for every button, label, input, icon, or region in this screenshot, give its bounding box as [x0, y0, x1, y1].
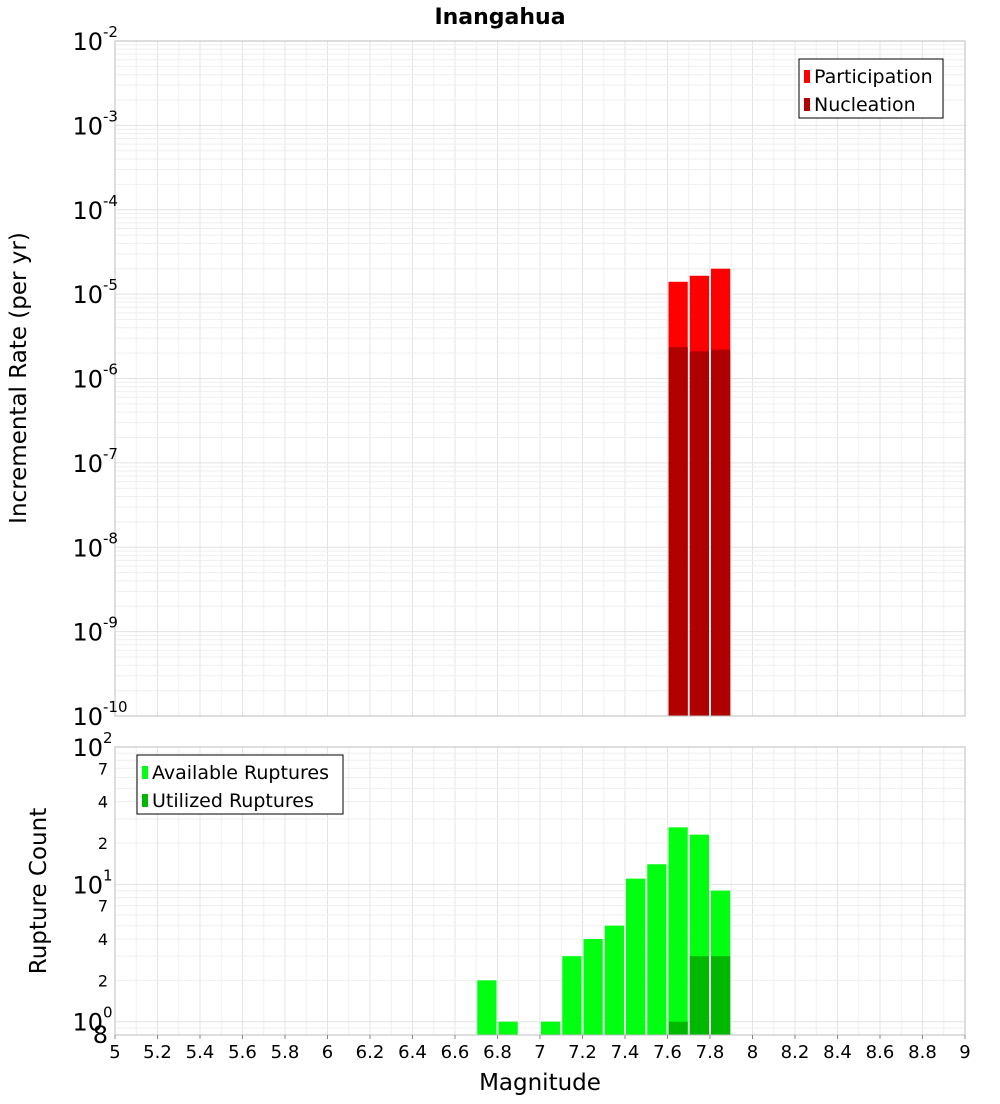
bottom-bar-available-ruptures	[477, 980, 497, 1035]
top-y-tick-label: 10	[72, 450, 103, 478]
bottom-y-tick-label: 4	[98, 930, 108, 949]
x-tick-label: 5.6	[228, 1042, 257, 1063]
x-tick-label: 6	[322, 1042, 333, 1063]
top-y-tick-label: 10	[72, 619, 103, 647]
bottom-y-tick-label: 2	[98, 971, 108, 990]
bottom-y-tick-label: 10	[72, 871, 103, 899]
bottom-bar-utilized-ruptures	[711, 956, 731, 1035]
top-legend-label: Participation	[814, 66, 933, 88]
x-tick-label: 7.6	[653, 1042, 682, 1063]
bottom-legend-swatch	[142, 766, 148, 779]
x-tick-label: 6.2	[356, 1042, 385, 1063]
chart-title: Inangahua	[434, 5, 565, 30]
bottom-y-tick-exponent: 1	[103, 866, 113, 884]
bottom-y-tick-label: 10	[72, 734, 103, 762]
x-tick-label: 8	[747, 1042, 758, 1063]
top-y-tick-label: 10	[72, 28, 103, 56]
bottom-bar-available-ruptures	[562, 956, 582, 1035]
bottom-bar-utilized-ruptures	[689, 956, 709, 1035]
top-y-tick-exponent: -6	[103, 361, 118, 379]
bottom-y-tick-label: 4	[98, 793, 108, 812]
x-tick-label: 8.6	[866, 1042, 895, 1063]
bottom-bar-available-ruptures	[604, 925, 624, 1035]
bottom-y-tick-exponent: 0	[103, 1004, 113, 1022]
bottom-y-axis-label: Rupture Count	[26, 808, 52, 974]
top-y-tick-exponent: -7	[103, 445, 118, 463]
bottom-bar-available-ruptures	[541, 1021, 561, 1035]
x-tick-label: 9	[959, 1042, 970, 1063]
top-y-tick-label: 10	[72, 703, 103, 731]
bottom-y-tick-label: 2	[98, 834, 108, 853]
top-y-tick-label: 10	[72, 112, 103, 140]
bottom-bar-available-ruptures	[647, 864, 667, 1035]
bottom-bar-utilized-ruptures	[668, 1021, 688, 1035]
x-tick-label: 5	[109, 1042, 120, 1063]
top-y-tick-exponent: -8	[103, 529, 118, 547]
x-tick-label: 7.8	[696, 1042, 725, 1063]
bottom-legend-box	[136, 754, 344, 815]
x-tick-label: 6.4	[398, 1042, 427, 1063]
top-bar-nucleation	[689, 351, 709, 716]
bottom-legend-label: Available Ruptures	[152, 762, 329, 784]
x-tick-label: 5.8	[271, 1042, 300, 1063]
bottom-y-tick-label: 10	[72, 1009, 103, 1037]
top-y-tick-label: 10	[72, 366, 103, 394]
bottom-y-tick-label: 7	[98, 759, 108, 778]
bottom-y-tick-label: 8	[93, 1021, 108, 1049]
top-bar-nucleation	[668, 347, 688, 716]
bottom-bar-available-ruptures	[668, 827, 688, 1035]
top-y-tick-exponent: -5	[103, 276, 118, 294]
x-tick-label: 6.8	[483, 1042, 512, 1063]
bottom-bar-available-ruptures	[583, 939, 603, 1035]
x-tick-label: 8.4	[823, 1042, 852, 1063]
bottom-legend-label: Utilized Ruptures	[152, 790, 314, 812]
top-legend-box	[798, 58, 944, 119]
x-tick-label: 8.2	[781, 1042, 810, 1063]
bottom-y-tick-exponent: 2	[103, 729, 113, 747]
bottom-bar-available-ruptures	[498, 1021, 518, 1035]
bottom-bar-available-ruptures	[626, 878, 646, 1035]
top-bar-nucleation	[711, 349, 731, 716]
top-y-tick-exponent: -9	[103, 614, 118, 632]
top-y-tick-exponent: -10	[103, 698, 128, 716]
top-legend-swatch	[804, 70, 810, 83]
top-y-tick-exponent: -3	[103, 107, 118, 125]
x-tick-label: 5.4	[186, 1042, 215, 1063]
top-plot-border	[114, 40, 966, 717]
x-tick-label: 7.4	[611, 1042, 640, 1063]
top-y-tick-label: 10	[72, 534, 103, 562]
top-y-tick-exponent: -4	[103, 192, 118, 210]
x-tick-label: 7	[534, 1042, 545, 1063]
x-tick-label: 6.6	[441, 1042, 470, 1063]
x-axis-label: Magnitude	[479, 1070, 601, 1096]
x-tick-label: 7.2	[568, 1042, 597, 1063]
top-legend-swatch	[804, 98, 810, 111]
top-y-tick-label: 10	[72, 197, 103, 225]
x-tick-label: 5.2	[143, 1042, 172, 1063]
bottom-legend-swatch	[142, 794, 148, 807]
top-y-tick-exponent: -2	[103, 23, 118, 41]
bottom-y-tick-label: 7	[98, 897, 108, 916]
top-y-tick-label: 10	[72, 281, 103, 309]
top-legend-label: Nucleation	[814, 94, 916, 116]
top-y-axis-label: Incremental Rate (per yr)	[6, 232, 32, 524]
x-tick-label: 8.8	[908, 1042, 937, 1063]
